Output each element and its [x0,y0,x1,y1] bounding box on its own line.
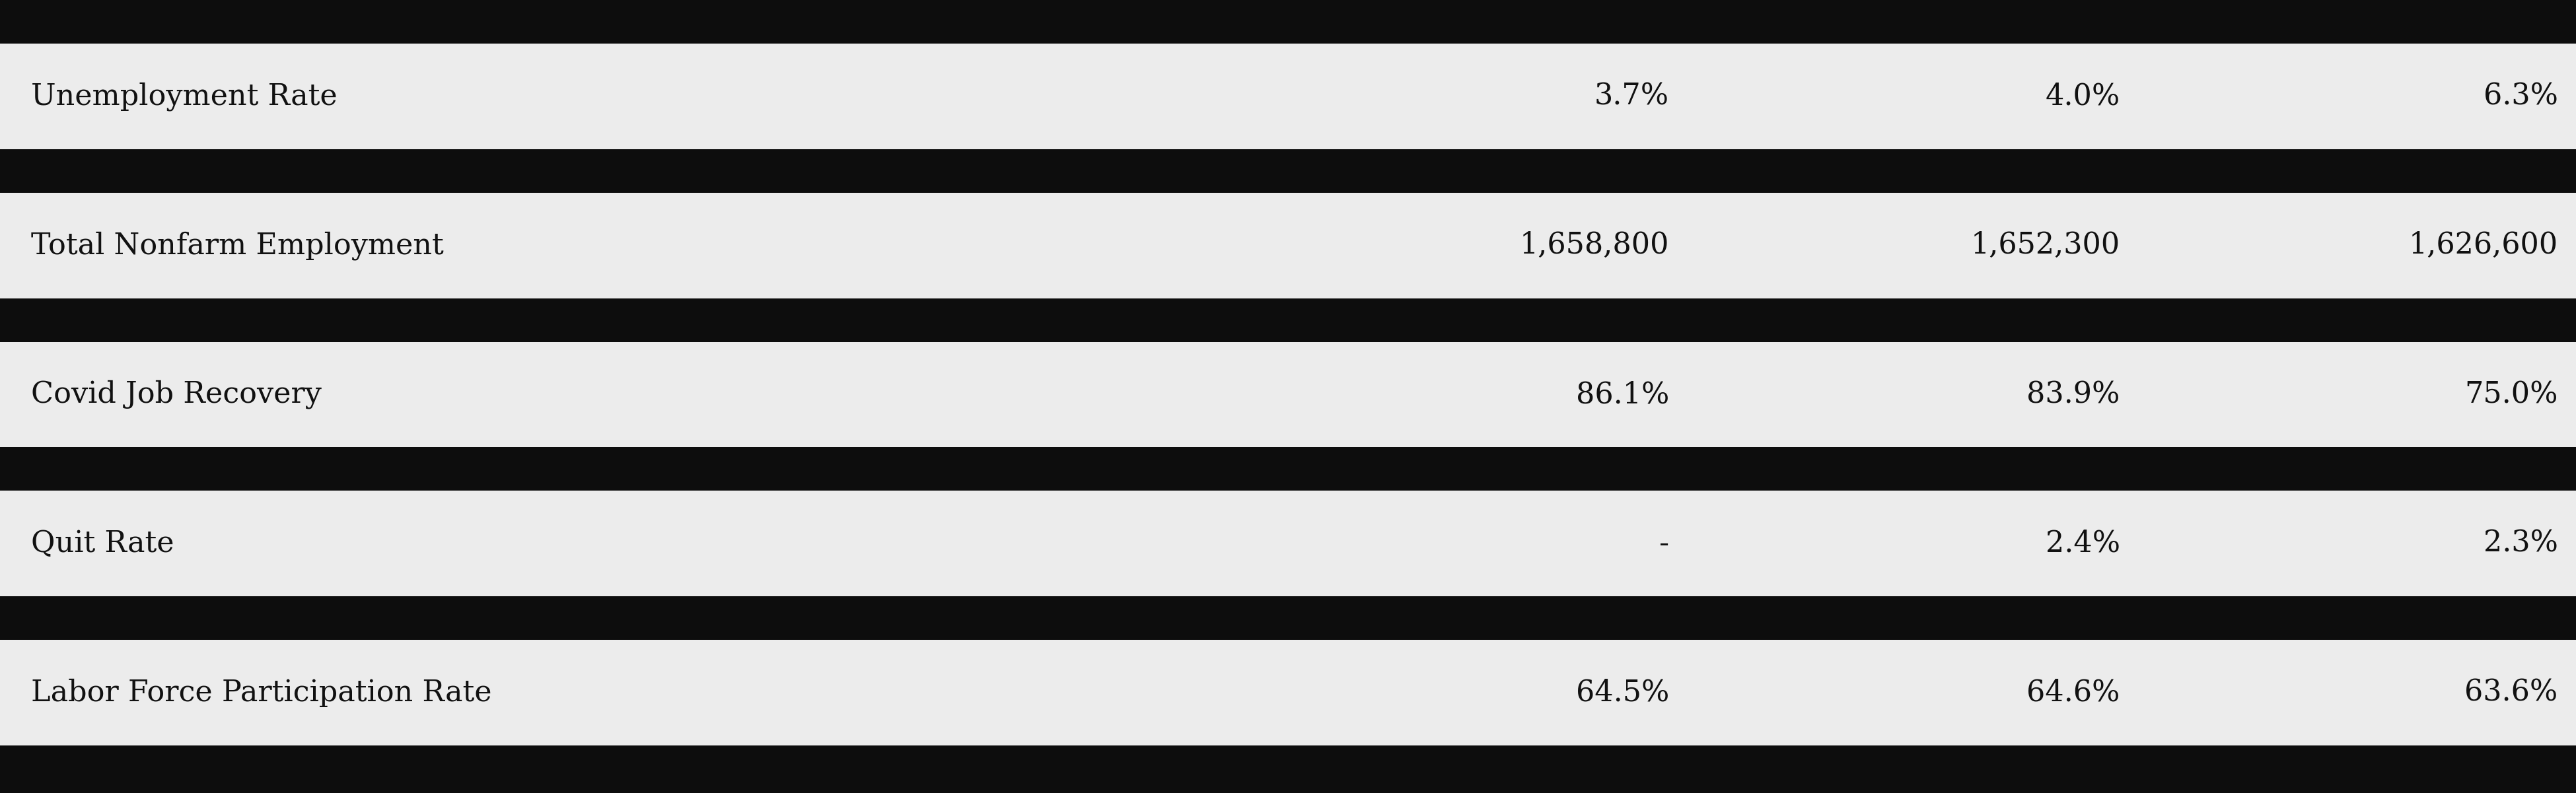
Text: 83.9%: 83.9% [2027,381,2120,408]
Bar [0,640,2576,745]
Text: 4.0%: 4.0% [2045,82,2120,110]
Text: 86.1%: 86.1% [1577,381,1669,408]
Text: 1,658,800: 1,658,800 [1520,232,1669,259]
Text: 75.0%: 75.0% [2465,381,2558,408]
Text: Quit Rate: Quit Rate [31,530,175,557]
Bar [0,193,2576,298]
Text: 2.3%: 2.3% [2483,530,2558,557]
Text: 1,626,600: 1,626,600 [2409,232,2558,259]
Text: 3.7%: 3.7% [1595,82,1669,110]
Bar [0,342,2576,447]
Text: Unemployment Rate: Unemployment Rate [31,82,337,111]
Text: Total Nonfarm Employment: Total Nonfarm Employment [31,231,443,260]
Text: 64.6%: 64.6% [2027,679,2120,707]
Bar [0,491,2576,596]
Text: 6.3%: 6.3% [2483,82,2558,110]
Text: -: - [1659,530,1669,557]
Bar [0,44,2576,149]
Text: 64.5%: 64.5% [1577,679,1669,707]
Text: 2.4%: 2.4% [2045,530,2120,557]
Text: 63.6%: 63.6% [2465,679,2558,707]
Text: Labor Force Participation Rate: Labor Force Participation Rate [31,679,492,707]
Text: Covid Job Recovery: Covid Job Recovery [31,380,322,409]
Text: 1,652,300: 1,652,300 [1971,232,2120,259]
